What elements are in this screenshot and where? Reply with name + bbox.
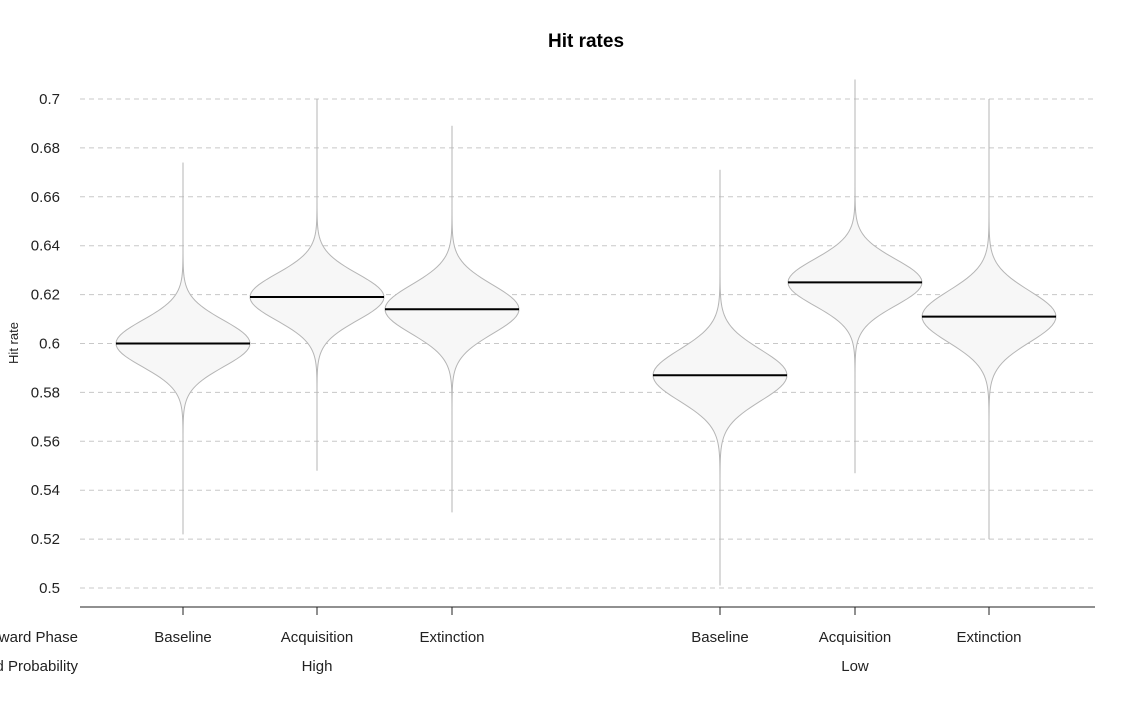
- y-tick-label: 0.7: [39, 91, 60, 108]
- y-tick-label: 0.54: [31, 482, 60, 499]
- violins: [115, 79, 1057, 586]
- y-tick-label: 0.62: [31, 287, 60, 304]
- group-label: High: [302, 658, 333, 675]
- violin-body: [249, 99, 385, 471]
- group-label: Low: [841, 658, 869, 675]
- y-tick-label: 0.58: [31, 384, 60, 401]
- x-tick-label: Extinction: [419, 629, 484, 646]
- x-tick-label: Baseline: [691, 629, 749, 646]
- y-tick-label: 0.68: [31, 140, 60, 157]
- violin-body: [652, 169, 788, 586]
- x-tick-label: Extinction: [956, 629, 1021, 646]
- chart-title: Hit rates: [548, 31, 624, 52]
- violin-body: [921, 99, 1057, 540]
- y-tick-label: 0.66: [31, 189, 60, 206]
- factor-label-probability: Reward Probability: [0, 658, 78, 675]
- violin-body: [115, 162, 251, 535]
- x-tick-label: Baseline: [154, 629, 212, 646]
- y-tick-label: 0.56: [31, 433, 60, 450]
- y-tick-label: 0.6: [39, 336, 60, 353]
- x-tick-label: Acquisition: [281, 629, 354, 646]
- y-tick-label: 0.52: [31, 531, 60, 548]
- y-axis-label: Hit rate: [6, 322, 21, 364]
- violin-body: [384, 125, 520, 513]
- x-axis: [80, 606, 1095, 615]
- violin-body: [787, 79, 923, 474]
- factor-label-phase: Reward Phase: [0, 629, 78, 646]
- y-tick-label: 0.64: [31, 238, 60, 255]
- x-tick-label: Acquisition: [819, 629, 892, 646]
- grid-lines: [80, 98, 1093, 589]
- y-tick-label: 0.5: [39, 580, 60, 597]
